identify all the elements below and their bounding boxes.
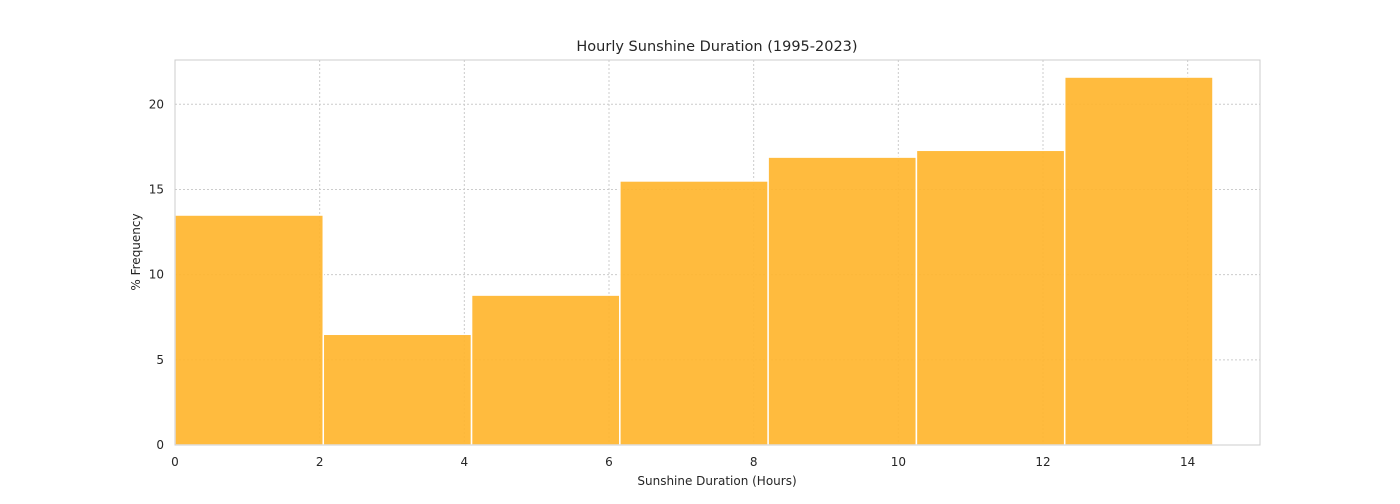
chart-title: Hourly Sunshine Duration (1995-2023) [576, 39, 857, 55]
x-tick-label: 12 [1035, 455, 1050, 469]
y-tick-label: 10 [149, 268, 164, 282]
histogram-bar-4 [619, 180, 769, 446]
histogram-bar-3 [470, 294, 621, 446]
x-tick-label: 4 [461, 455, 469, 469]
plot-frame [174, 59, 1261, 446]
histogram-bar-2 [322, 333, 473, 446]
x-tick-label: 0 [171, 455, 179, 469]
x-tick-label: 14 [1180, 455, 1195, 469]
x-tick-label: 6 [605, 455, 613, 469]
y-tick-label: 20 [149, 97, 164, 111]
y-tick-label: 5 [156, 353, 164, 367]
x-tick-label: 8 [750, 455, 758, 469]
y-tick-labels: 0 5 10 15 20 [149, 97, 164, 452]
histogram-bar-1 [174, 214, 325, 446]
y-axis-title: % Frequency [129, 213, 143, 290]
histogram-bar-5 [767, 156, 918, 446]
y-tick-label: 15 [149, 182, 164, 196]
x-tick-label: 2 [316, 455, 324, 469]
bars [174, 76, 1214, 446]
x-axis-title: Sunshine Duration (Hours) [637, 474, 796, 488]
histogram-bar-7 [1063, 76, 1214, 446]
histogram-bar-6 [915, 149, 1066, 446]
y-tick-label: 0 [156, 438, 164, 452]
x-tick-label: 10 [891, 455, 906, 469]
x-tick-labels: 0 2 4 6 8 10 12 14 [171, 455, 1195, 469]
